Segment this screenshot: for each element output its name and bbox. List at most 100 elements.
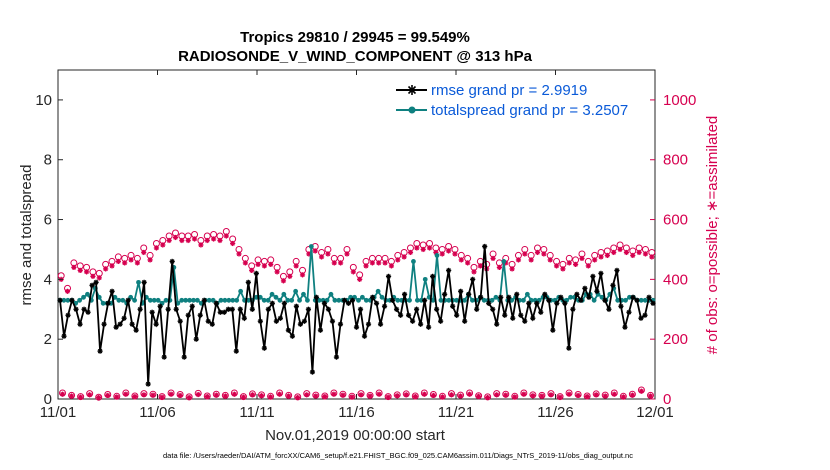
totalspread-point (273, 294, 279, 300)
obs-assimilated-point (494, 392, 500, 398)
rmse-point (450, 303, 456, 309)
rmse-point (185, 312, 191, 318)
obs-assimilated-point (585, 263, 591, 269)
rmse-point (145, 381, 151, 387)
obs-assimilated-point (388, 263, 395, 269)
totalspread-point (352, 294, 357, 300)
obs-assimilated-point (349, 394, 355, 400)
rmse-point (305, 306, 312, 312)
totalspread-point (191, 297, 196, 303)
totalspread-point (627, 294, 632, 300)
obs-assimilated-point (638, 388, 645, 394)
rmse-point (285, 327, 291, 333)
obs-assimilated-point (458, 257, 464, 263)
totalspread-point (183, 297, 189, 303)
obs-assimilated-point (476, 393, 482, 399)
obs-assimilated-point (261, 263, 268, 269)
rmse-point (309, 369, 316, 375)
obs-assimilated-point (87, 392, 93, 398)
obs-assimilated-point (274, 269, 280, 275)
rmse-point (554, 300, 560, 306)
rmse-point (365, 321, 372, 327)
obs-assimilated-point (217, 237, 223, 244)
rmse-point (173, 306, 179, 312)
obs-assimilated-point (515, 257, 522, 263)
obs-assimilated-point (90, 273, 96, 279)
obs-assimilated-point (344, 251, 350, 257)
obs-assimilated-point (512, 394, 518, 400)
legend-rmse-label: rmse grand pr = 2.9919 (431, 82, 587, 99)
totalspread-point (222, 297, 228, 303)
rmse-point (630, 294, 636, 300)
rmse-point (598, 270, 604, 276)
rmse-point (321, 300, 328, 306)
rmse-point (205, 318, 211, 324)
rmse-point (281, 300, 287, 306)
totalspread-point (65, 297, 71, 303)
rmse-point (409, 318, 416, 324)
obs-assimilated-point (593, 392, 599, 398)
obs-assimilated-point (350, 269, 356, 275)
obs-assimilated-point (304, 392, 310, 398)
obs-assimilated-point (249, 392, 256, 398)
rmse-point (534, 300, 540, 306)
rmse-point (177, 318, 183, 324)
totalspread-point (281, 291, 287, 297)
rmse-point (430, 273, 436, 279)
obs-assimilated-point (566, 260, 572, 266)
totalspread-point (521, 297, 526, 303)
totalspread-point (293, 288, 299, 294)
axis-ticks: 0 2 4 6 8 10 0 200 400 600 800 1000 11/01 11/06 11/11 1… (35, 70, 696, 421)
totalspread-point (363, 297, 369, 303)
obs-assimilated-point (267, 394, 274, 400)
y-axis-right-label: # of obs: o=possible; ∗=assimilated (704, 116, 721, 355)
rmse-point (518, 312, 524, 318)
totalspread-point (261, 297, 267, 303)
y-left-tick-label: 2 (44, 331, 52, 348)
rmse-point (77, 321, 83, 327)
totalspread-point (289, 297, 295, 303)
totalspread-point (159, 300, 165, 306)
rmse-point (117, 321, 123, 327)
totalspread-point (446, 297, 452, 303)
obs-assimilated-point (204, 237, 210, 244)
obs-assimilated-point (96, 275, 102, 281)
obs-assimilated-point (64, 288, 71, 294)
obs-assimilated-point (231, 391, 237, 397)
rmse-point (269, 300, 275, 306)
totalspread-point (210, 297, 216, 303)
y-right-tick-label: 600 (663, 212, 688, 229)
obs-assimilated-point (236, 251, 242, 257)
totalspread-point (375, 288, 381, 294)
obs-assimilated-point (185, 237, 191, 244)
rmse-point (574, 291, 580, 297)
totalspread-point (552, 297, 558, 303)
totalspread-point (493, 294, 499, 300)
obs-assimilated-point (496, 264, 502, 270)
rmse-point (442, 291, 448, 297)
totalspread-point (328, 291, 334, 297)
rmse-point (558, 294, 564, 300)
totalspread-point (356, 297, 361, 303)
totalspread-point (422, 276, 428, 282)
obs-assimilated-point (249, 267, 255, 273)
obs-assimilated-point (340, 392, 346, 398)
rmse-point (562, 300, 568, 306)
rmse-point (550, 327, 556, 333)
rmse-point (61, 333, 67, 339)
rmse-point (578, 297, 584, 303)
y-axis-left-label: rmse and totalspread (18, 165, 35, 306)
rmse-point (602, 297, 608, 303)
obs-assimilated-point (547, 257, 553, 263)
obs-assimilated-point (223, 233, 229, 239)
rmse-point (189, 303, 195, 309)
obs-assimilated-point (649, 254, 655, 260)
totalspread-point (501, 259, 507, 264)
obs-assimilated-point (548, 392, 554, 398)
rmse-point (642, 312, 648, 318)
rmse-point (165, 306, 171, 312)
rmse-point (377, 321, 384, 327)
obs-assimilated-point (122, 260, 128, 266)
rmse-point (454, 312, 460, 318)
totalspread-point (234, 297, 240, 303)
